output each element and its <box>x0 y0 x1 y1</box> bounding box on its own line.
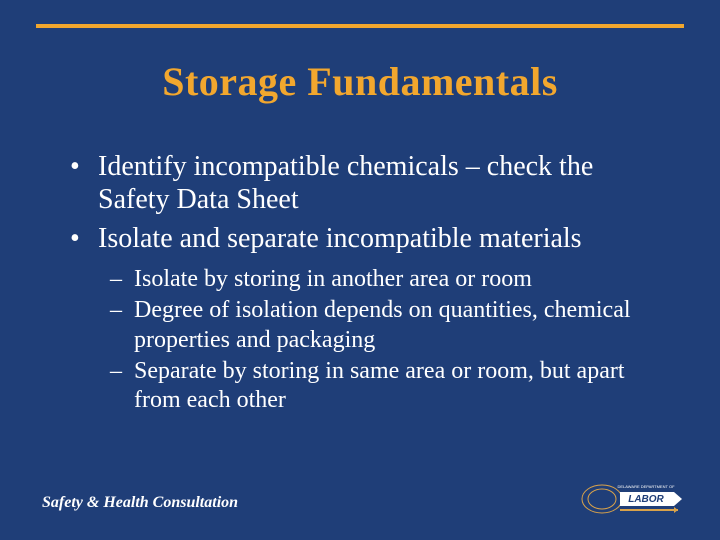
svg-text:LABOR: LABOR <box>628 494 664 505</box>
bullet-item: Isolate and separate incompatible materi… <box>70 222 670 415</box>
bullet-item: Identify incompatible chemicals – check … <box>70 150 670 216</box>
labor-logo: LABOR DELAWARE DEPARTMENT OF <box>574 474 684 524</box>
slide-title: Storage Fundamentals <box>0 58 720 105</box>
sub-bullet-text: Isolate by storing in another area or ro… <box>134 266 532 292</box>
sub-bullet-item: Degree of isolation depends on quantitie… <box>110 296 670 355</box>
footer-text: Safety & Health Consultation <box>42 494 238 512</box>
sub-bullet-text: Degree of isolation depends on quantitie… <box>134 297 631 352</box>
bullet-text: Identify incompatible chemicals – check … <box>98 151 593 215</box>
sub-bullet-item: Separate by storing in same area or room… <box>110 357 670 416</box>
bullet-list: Identify incompatible chemicals – check … <box>70 150 670 415</box>
svg-text:DELAWARE DEPARTMENT OF: DELAWARE DEPARTMENT OF <box>617 484 675 489</box>
top-rule <box>36 24 684 28</box>
sub-bullet-text: Separate by storing in same area or room… <box>134 358 625 413</box>
bullet-text: Isolate and separate incompatible materi… <box>98 223 582 254</box>
sub-bullet-list: Isolate by storing in another area or ro… <box>110 265 670 415</box>
slide: Storage Fundamentals Identify incompatib… <box>0 0 720 540</box>
slide-body: Identify incompatible chemicals – check … <box>70 150 670 421</box>
sub-bullet-item: Isolate by storing in another area or ro… <box>110 265 670 294</box>
